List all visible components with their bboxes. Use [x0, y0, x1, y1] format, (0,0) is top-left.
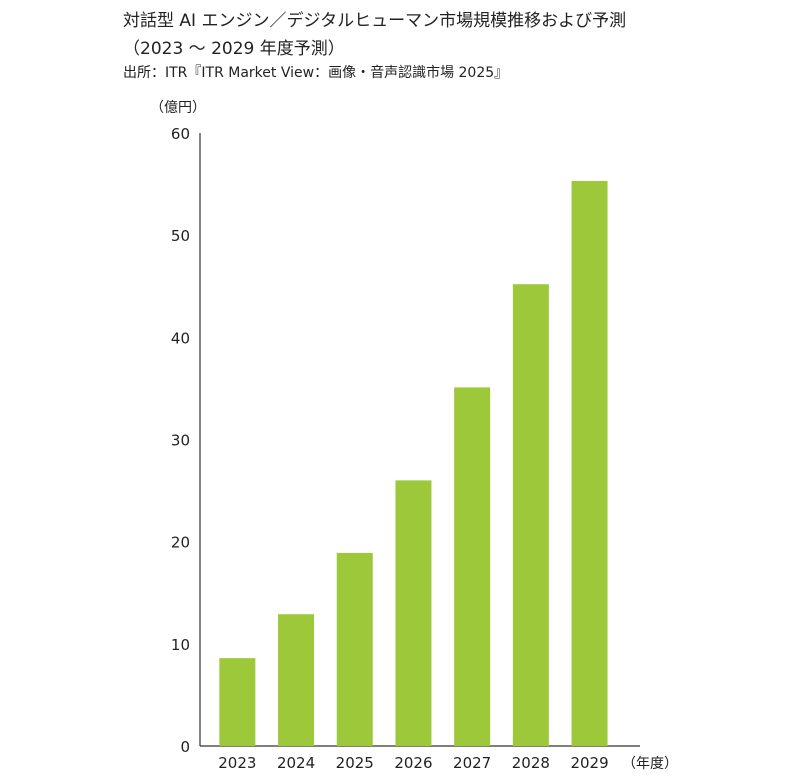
y-tick-label: 50: [171, 227, 190, 245]
bar-2023: [219, 658, 256, 746]
chart-source: 出所：ITR『ITR Market View：画像・音声認識市場 2025』: [123, 65, 509, 81]
x-tick-label: 2023: [218, 754, 256, 772]
bar-2026: [395, 480, 432, 746]
bar-2025: [336, 552, 373, 746]
y-tick-label: 60: [171, 125, 190, 143]
bar-2027: [454, 387, 491, 746]
x-axis-label: （年度）: [622, 756, 678, 772]
y-axis-label: （億円）: [150, 100, 206, 116]
y-tick-label: 10: [171, 636, 190, 654]
x-tick-label: 2024: [277, 754, 315, 772]
chart-subtitle: （2023 ～ 2029 年度予測）: [123, 39, 345, 59]
bar-2024: [278, 614, 315, 746]
x-tick-label: 2025: [336, 754, 374, 772]
bar-2029: [571, 181, 608, 747]
y-tick-label: 40: [171, 329, 190, 347]
chart-title: 対話型 AI エンジン／デジタルヒューマン市場規模推移および予測: [123, 11, 627, 31]
x-tick-label: 2027: [453, 754, 491, 772]
x-tick-label: 2028: [512, 754, 550, 772]
y-tick-label: 30: [171, 432, 190, 450]
y-tick-label: 0: [180, 738, 190, 756]
bar-2028: [512, 284, 549, 746]
y-tick-label: 20: [171, 534, 190, 552]
x-tick-label: 2026: [394, 754, 432, 772]
x-tick-label: 2029: [570, 754, 608, 772]
